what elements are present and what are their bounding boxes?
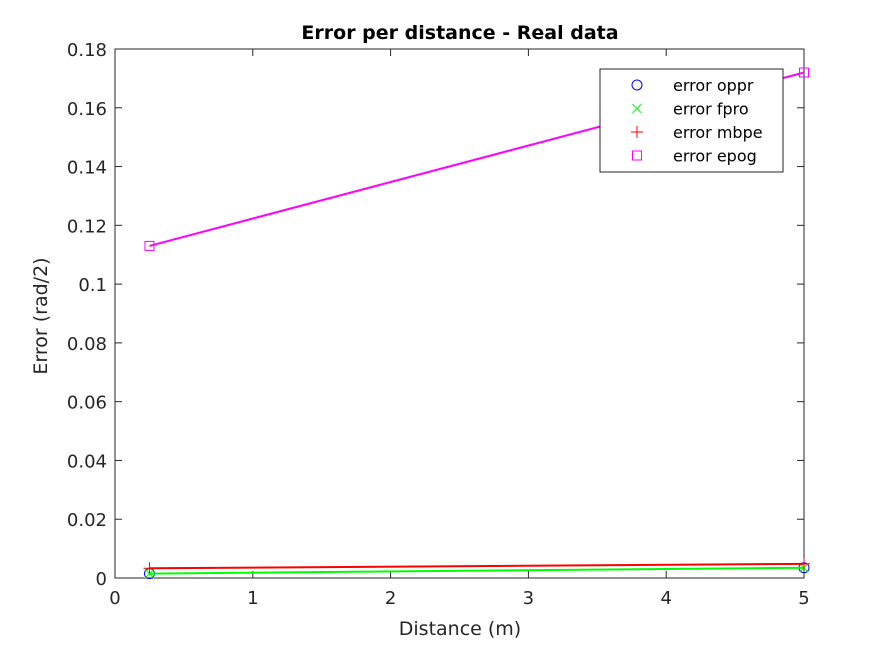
series-line [149, 566, 805, 575]
y-tick-label: 0.04 [67, 451, 107, 472]
legend-box [599, 68, 784, 173]
y-tick-label: 0.1 [78, 275, 107, 296]
y-tick-label: 0.18 [67, 40, 107, 61]
data-point [143, 562, 156, 575]
y-tick-label: 0.08 [67, 334, 107, 355]
x-tick-label: 4 [660, 588, 671, 609]
legend-marker [632, 103, 642, 114]
legend-marker [631, 126, 643, 138]
y-tick-label: 0.06 [67, 393, 107, 414]
series-error-mbpe [143, 557, 810, 575]
x-axis-label: Distance (m) [399, 618, 521, 640]
legend-marker [632, 150, 642, 161]
data-point [799, 67, 809, 78]
y-tick-label: 0 [96, 569, 107, 590]
legend: error oppr error fpro error mbpe error epog [599, 68, 784, 173]
y-tick-label: 0.02 [67, 510, 107, 531]
y-tick-label: 0.14 [67, 158, 107, 179]
legend-label: error mbpe [673, 123, 763, 142]
legend-label: error fpro [673, 100, 749, 119]
legend-label: error oppr [673, 76, 754, 95]
data-point [798, 557, 810, 570]
chart-title: Error per distance - Real data [301, 22, 618, 44]
data-point [144, 240, 155, 251]
series-line [149, 562, 805, 570]
legend-label: error epog [673, 147, 757, 166]
y-tick-label: 0.12 [67, 216, 107, 237]
legend-marker [631, 79, 643, 91]
x-tick-label: 5 [798, 588, 809, 609]
x-tick-label: 0 [109, 588, 120, 609]
x-tick-label: 2 [385, 588, 396, 609]
x-tick-label: 3 [523, 588, 534, 609]
y-axis-label: Error (rad/2) [30, 257, 52, 374]
y-tick-label: 0.16 [67, 99, 107, 120]
x-tick-label: 1 [247, 588, 258, 609]
